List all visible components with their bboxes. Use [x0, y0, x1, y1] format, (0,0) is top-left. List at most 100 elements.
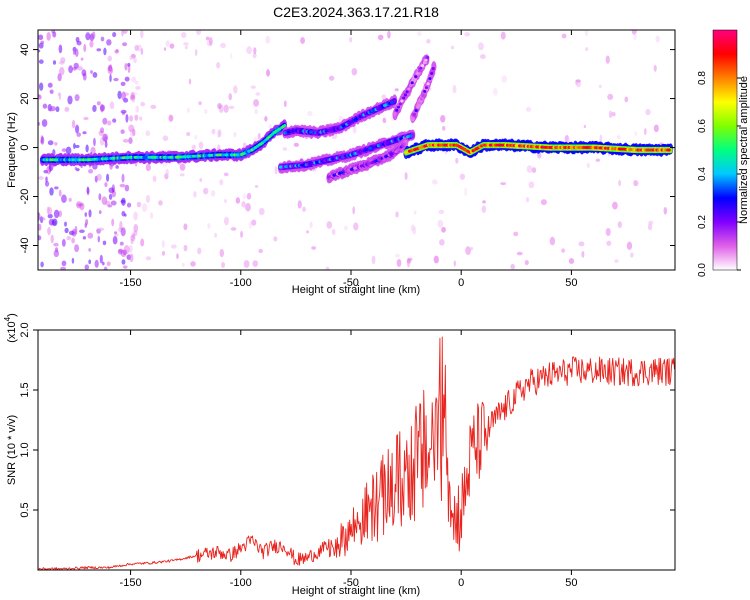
ridge-core	[420, 64, 425, 68]
noise-speckle	[121, 173, 125, 183]
noise-speckle	[106, 39, 112, 46]
snr-y-ticks: 0.5 1.0 1.5 2.0	[19, 322, 675, 518]
noise-speckle	[274, 166, 278, 175]
colorbar-tick-label: 0.8	[697, 71, 708, 85]
noise-speckle	[59, 67, 65, 76]
noise-speckle	[585, 47, 589, 52]
noise-speckle	[210, 190, 216, 197]
noise-speckle	[131, 76, 137, 83]
snr-x-label: Height of straight line (km)	[292, 585, 420, 597]
noise-speckle	[64, 221, 67, 227]
noise-speckle	[86, 187, 90, 196]
noise-speckle	[343, 225, 348, 231]
noise-speckle	[76, 132, 82, 137]
noise-speckle	[109, 101, 115, 110]
noise-speckle	[439, 239, 445, 246]
ridge-core	[412, 78, 416, 82]
noise-speckle	[61, 239, 66, 247]
noise-speckle	[107, 120, 112, 126]
noise-speckle	[297, 200, 302, 209]
noise-speckle	[58, 189, 62, 197]
snr-line-layer	[38, 336, 675, 570]
noise-speckle	[42, 103, 48, 109]
noise-speckle	[45, 176, 48, 183]
spectrogram-y-label: Frequency (Hz)	[6, 112, 18, 188]
noise-speckle	[38, 122, 41, 126]
noise-speckle	[607, 93, 614, 100]
x-tick-label: 0	[458, 277, 464, 289]
ridge-core	[430, 72, 434, 76]
noise-speckle	[54, 186, 59, 190]
colorbar: 0.0 0.2 0.4 0.6 0.8 Normalized spectral ampl…	[697, 29, 750, 277]
noise-speckle	[273, 236, 278, 242]
colorbar-gradient	[713, 30, 737, 270]
noise-speckle	[371, 255, 376, 265]
noise-speckle	[61, 194, 67, 203]
ridge-core	[398, 102, 402, 106]
noise-speckle	[645, 109, 651, 116]
noise-speckle	[526, 165, 533, 173]
noise-speckle	[198, 101, 202, 106]
noise-speckle	[482, 200, 486, 204]
noise-speckle	[80, 57, 84, 61]
noise-speckle	[53, 242, 59, 247]
noise-speckle	[578, 241, 585, 247]
noise-speckle	[46, 31, 51, 41]
noise-speckle	[500, 31, 506, 40]
noise-speckle	[68, 197, 72, 202]
noise-speckle	[145, 256, 152, 261]
noise-speckle	[52, 31, 57, 38]
noise-speckle	[198, 141, 204, 150]
noise-speckle	[76, 40, 82, 46]
noise-speckle	[426, 38, 431, 44]
noise-speckle	[83, 43, 87, 53]
noise-speckle	[352, 206, 355, 215]
noise-speckle	[102, 133, 108, 142]
noise-speckle	[186, 107, 190, 113]
noise-speckle	[240, 230, 243, 238]
ridge-core	[428, 77, 432, 81]
x-tick-label: 0	[458, 577, 464, 589]
y-tick-label: 1.0	[19, 442, 31, 457]
noise-speckle	[134, 44, 139, 52]
noise-speckle	[134, 114, 139, 121]
noise-speckle	[242, 193, 246, 200]
noise-speckle	[264, 116, 268, 122]
noise-speckle	[92, 71, 98, 78]
noise-speckle	[133, 57, 137, 64]
noise-speckle	[233, 132, 237, 138]
noise-speckle	[85, 144, 89, 153]
noise-speckle	[248, 221, 252, 230]
y-tick-label: 0	[19, 144, 31, 150]
noise-speckle	[224, 199, 227, 203]
ridge-core	[405, 90, 409, 94]
noise-speckle	[104, 140, 108, 148]
ridge-core	[416, 105, 420, 109]
noise-speckle	[218, 129, 222, 137]
noise-speckle	[131, 232, 135, 240]
noise-speckle	[131, 98, 135, 103]
noise-speckle	[119, 220, 123, 230]
noise-speckle	[561, 33, 567, 39]
noise-speckle	[100, 127, 105, 134]
noise-speckle	[223, 216, 229, 226]
noise-speckle	[412, 225, 416, 235]
noise-speckle	[228, 93, 232, 101]
noise-speckle	[253, 47, 257, 55]
noise-speckle	[655, 35, 661, 43]
noise-speckle	[71, 237, 75, 244]
noise-speckle	[549, 236, 556, 246]
noise-speckle	[67, 95, 73, 105]
ridge-core	[431, 66, 435, 70]
snr-scale-note: (x104)	[3, 313, 18, 343]
y-tick-label: 1.5	[19, 382, 31, 397]
noise-speckle	[122, 138, 129, 143]
noise-speckle	[404, 172, 408, 181]
noise-speckle	[531, 167, 537, 174]
noise-speckle	[179, 173, 185, 177]
noise-speckle	[58, 44, 63, 54]
noise-speckle	[165, 168, 169, 177]
noise-speckle	[251, 219, 257, 226]
noise-speckle	[561, 248, 566, 253]
noise-speckle	[126, 202, 132, 208]
